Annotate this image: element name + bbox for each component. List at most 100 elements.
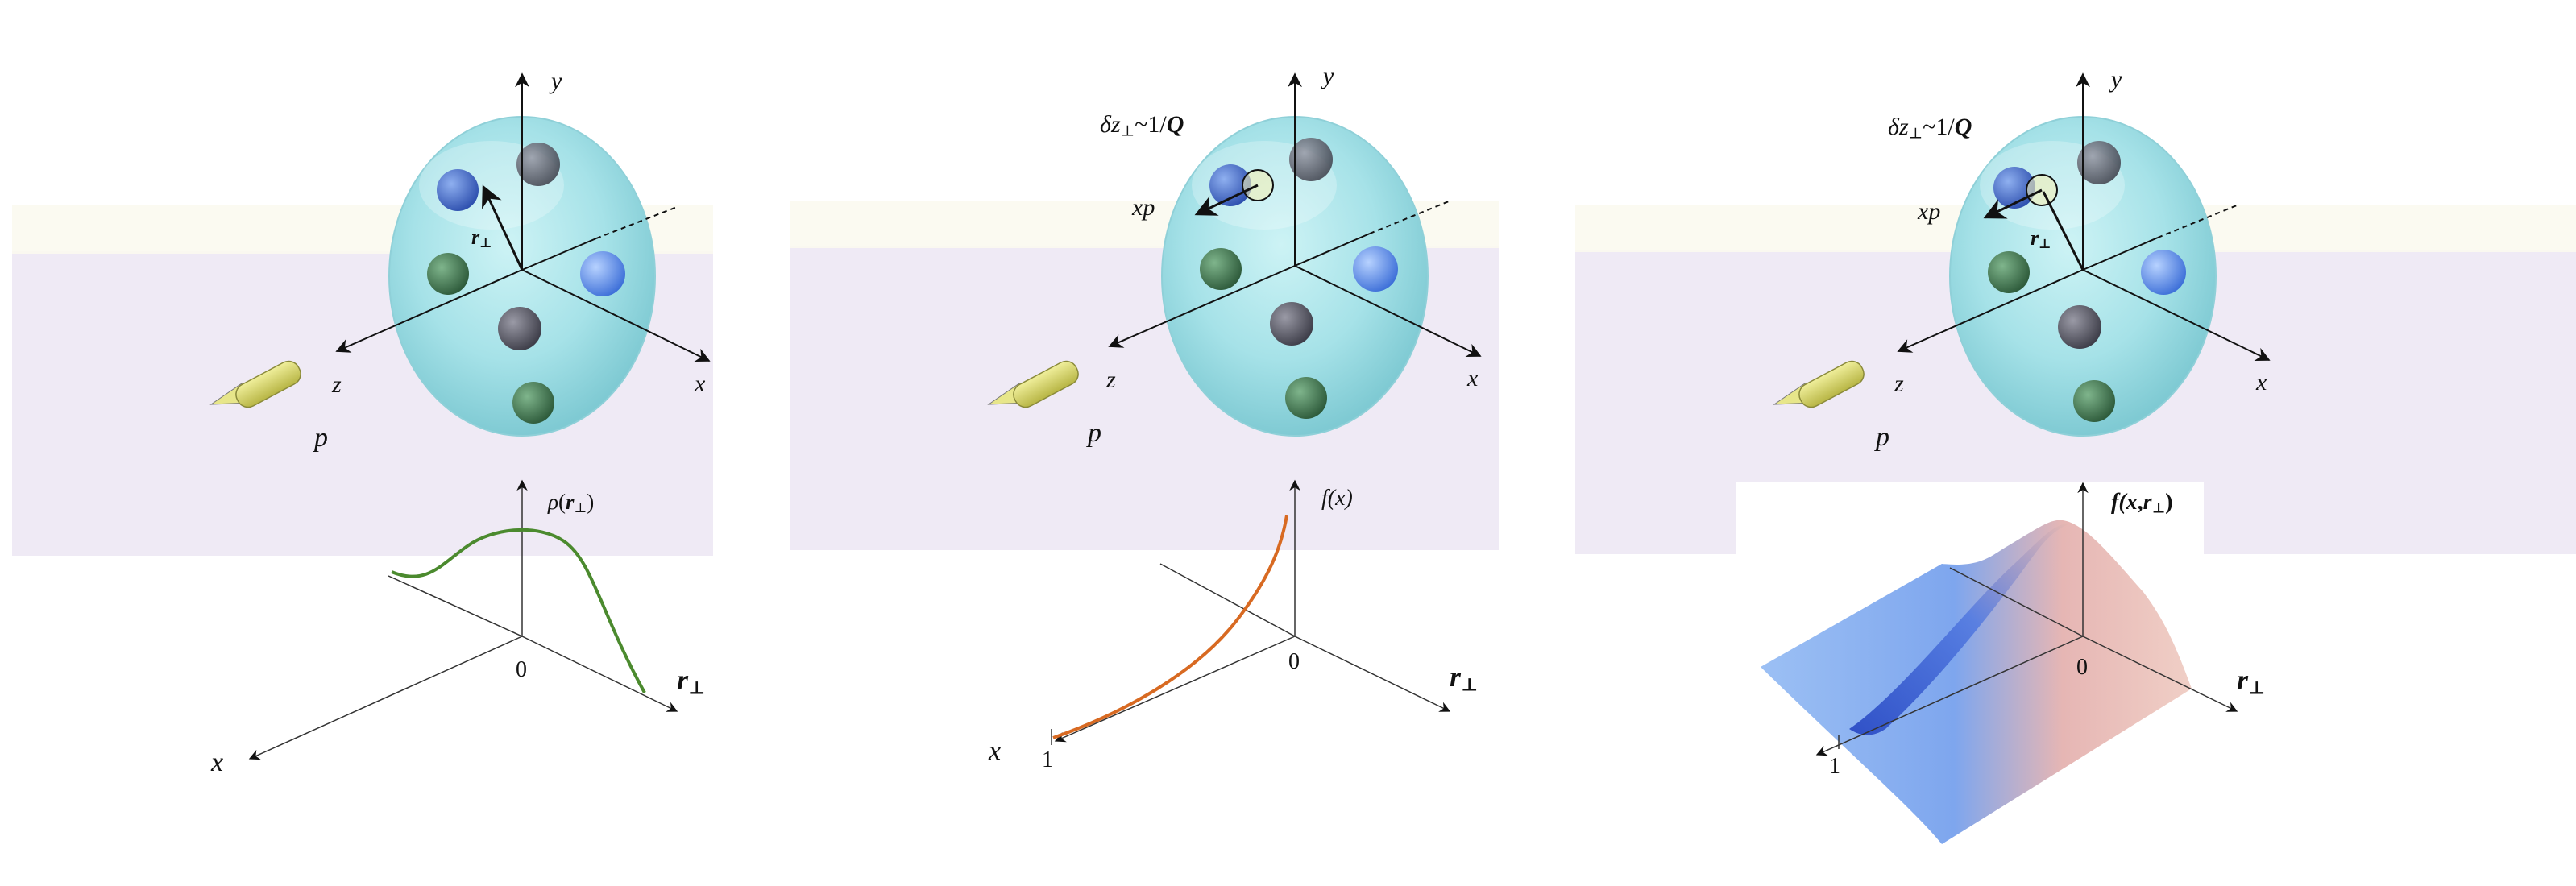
plot-axis-x — [1815, 636, 2084, 756]
probe-label: p — [1876, 422, 1889, 452]
panel-3-graphics — [1575, 72, 2576, 844]
delta-sub: ⊥ — [1120, 122, 1135, 140]
axis-z — [1897, 269, 2084, 353]
probe-label: p — [1088, 418, 1101, 448]
plot-r-label: r⊥ — [1450, 662, 1478, 694]
plot-r-label: r⊥ — [2237, 665, 2265, 698]
panel-2-graphics — [790, 72, 1499, 745]
r-perp-letter: r — [471, 226, 480, 249]
plot-title-post: ) — [2165, 490, 2173, 515]
panel-2: y x z p δz⊥~1/Q xp f(x) 0 x 1 r⊥ — [778, 0, 1583, 886]
quark-gray — [2077, 141, 2121, 184]
plot-axis-r — [521, 636, 678, 712]
plot-title-func: ρ — [548, 490, 558, 514]
plot-x-label: x — [211, 747, 224, 777]
gtmd-ridge — [1849, 523, 2071, 735]
axis-z — [1108, 265, 1296, 348]
plot-axis-back — [1159, 563, 1296, 637]
plot-title-r: r — [2143, 490, 2152, 515]
axis-z-label: z — [1106, 366, 1116, 393]
delta-label: δz⊥~1/Q — [1100, 113, 1184, 139]
plot-origin-label: 0 — [516, 657, 527, 682]
quark-green — [512, 382, 554, 424]
plot-title: f(x,r⊥) — [2111, 491, 2173, 515]
quark-green — [2073, 380, 2115, 422]
panel-1: y x z p r⊥ ρ(r⊥) 0 x r⊥ — [0, 0, 806, 886]
quark-green — [1200, 248, 1242, 290]
axis-y-label: y — [1323, 63, 1334, 89]
axis-x-label: x — [1467, 365, 1479, 391]
plot-title-sub: ⊥ — [574, 500, 587, 516]
xp-arrow — [1194, 184, 1259, 216]
quark-green — [1285, 377, 1327, 419]
quark-blue-light — [1353, 246, 1398, 292]
r-perp-sub: ⊥ — [479, 237, 492, 251]
r-perp-sub: ⊥ — [2039, 238, 2051, 252]
axis-z — [335, 269, 523, 353]
plot-backdrop — [1736, 482, 2204, 578]
quark-blue — [1209, 164, 1251, 206]
gtmd-surface — [1761, 520, 2192, 844]
r-perp-label: r⊥ — [2031, 228, 2051, 251]
probe-icon — [1773, 360, 1865, 408]
delta-main: δz — [1888, 114, 1909, 140]
axis-x — [2082, 269, 2271, 362]
delta-q: Q — [1166, 111, 1184, 138]
probe-icon — [209, 360, 301, 408]
quark-blue — [437, 169, 479, 211]
axis-x-label: x — [2256, 369, 2267, 395]
axis-z-label: z — [1894, 371, 1904, 397]
quark-gray — [1289, 138, 1333, 181]
plot-title: ρ(r⊥) — [548, 490, 595, 516]
axis-back-dashed — [2157, 205, 2238, 238]
plot-axis-r — [1294, 636, 1451, 712]
plot-r-sub: ⊥ — [688, 677, 706, 698]
plot-r-letter: r — [2237, 664, 2249, 696]
panel-1-graphics — [12, 72, 713, 760]
plot-x-label: x — [989, 736, 1002, 766]
probe-label: p — [314, 423, 328, 453]
quark-gray — [2058, 305, 2101, 349]
plot-title-x: x — [2126, 490, 2138, 515]
xp-label: xp — [1918, 198, 1941, 225]
plot-title-pre: f( — [2111, 490, 2126, 515]
axis-x — [521, 269, 711, 362]
r-perp-label: r⊥ — [471, 227, 492, 250]
axis-back-solid — [521, 238, 597, 271]
xp-arrow — [1983, 188, 2043, 219]
plot-axis-x — [1054, 636, 1296, 743]
axis-back-solid — [1294, 233, 1371, 267]
delta-q: Q — [1954, 114, 1972, 140]
quark-green — [427, 253, 469, 295]
plot-one-label: 1 — [1829, 754, 1840, 779]
plot-r-sub: ⊥ — [2248, 677, 2266, 698]
quark-blue-light — [580, 251, 625, 296]
axis-back-dashed — [1369, 201, 1450, 234]
plot-r-sub: ⊥ — [1461, 674, 1479, 695]
axis-y-label: y — [2111, 66, 2122, 93]
quark-gray — [1270, 302, 1313, 346]
delta-main: δz — [1100, 111, 1121, 138]
axis-z-label: z — [332, 371, 342, 398]
plot-axis-back — [388, 575, 523, 637]
plot-r-letter: r — [1450, 660, 1462, 693]
plot-origin-label: 0 — [2076, 655, 2088, 680]
plot-axis-r — [2082, 636, 2238, 712]
axis-y-label: y — [551, 68, 562, 94]
plot-title-comma: , — [2137, 490, 2143, 515]
delta-tail: ~1/ — [1135, 111, 1167, 138]
axis-x — [1294, 265, 1482, 357]
delta-sub: ⊥ — [1908, 125, 1923, 143]
plot-title: f(x) — [1321, 486, 1353, 511]
quark-gray — [498, 307, 541, 350]
quark-green — [1988, 251, 2030, 293]
panel-3: y x z p δz⊥~1/Q xp r⊥ f(x,r⊥) 0 1 r⊥ — [1563, 0, 2576, 886]
delta-label: δz⊥~1/Q — [1888, 115, 1972, 142]
plot-origin-label: 0 — [1288, 649, 1300, 674]
plot-axis-back — [1949, 567, 2084, 637]
delta-tail: ~1/ — [1923, 114, 1955, 140]
plot-r-letter: r — [677, 664, 689, 696]
quark-blue-light — [2141, 250, 2186, 295]
plot-title-sub: ⊥ — [2151, 500, 2166, 516]
